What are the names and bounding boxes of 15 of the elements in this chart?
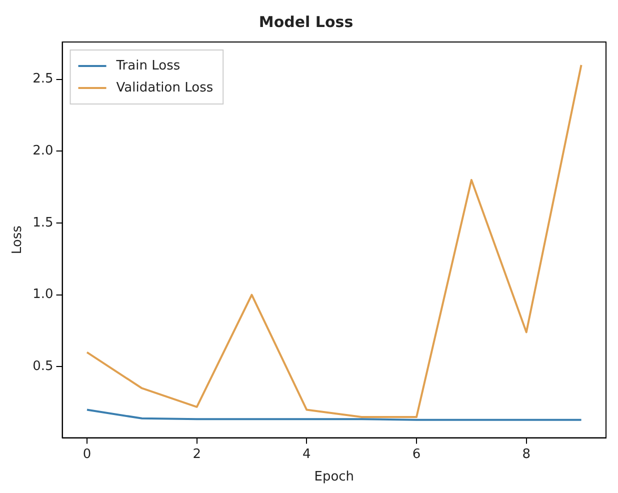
legend-label: Train Loss	[115, 58, 180, 74]
y-tick-label: 1.0	[32, 287, 54, 302]
y-tick-label: 2.0	[32, 144, 54, 159]
chart-title: Model Loss	[258, 12, 354, 31]
x-tick-label: 8	[522, 446, 531, 462]
y-tick-label: 1.5	[32, 215, 54, 230]
x-tick-label: 2	[192, 446, 201, 462]
legend-label: Validation Loss	[116, 80, 214, 96]
x-axis-title: Epoch	[314, 470, 354, 485]
x-tick-label: 4	[302, 446, 311, 462]
y-tick-label: 0.5	[32, 359, 54, 374]
x-tick-label: 0	[82, 446, 92, 462]
y-axis-title: Loss	[10, 225, 26, 254]
y-tick-label: 2.5	[32, 72, 54, 87]
x-tick-label: 6	[412, 446, 421, 462]
